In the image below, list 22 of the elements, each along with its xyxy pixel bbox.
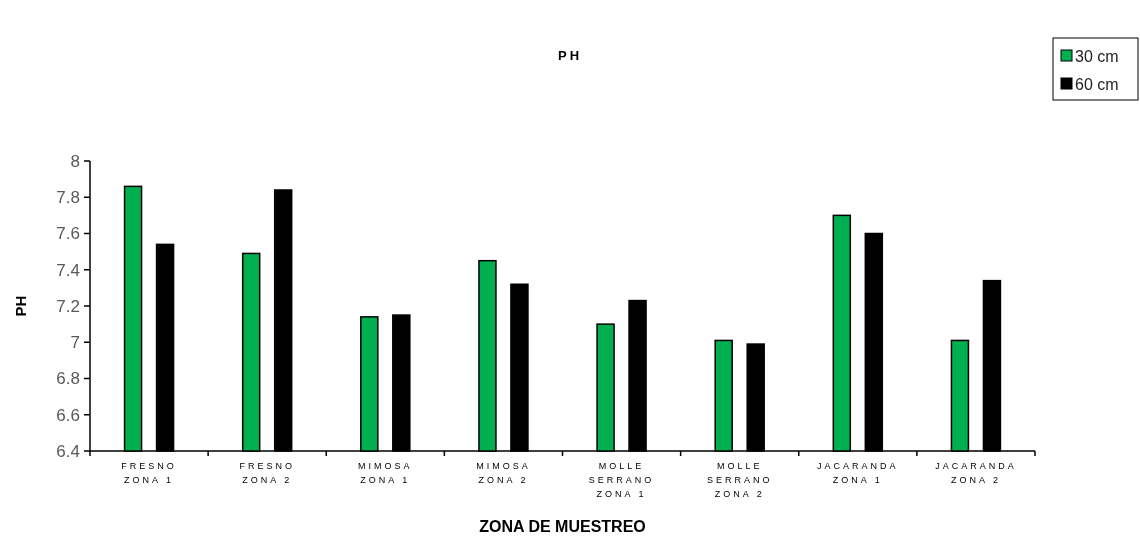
y-tick-label: 7.6 [56, 224, 80, 244]
x-tick-label: MOLLE SERRANO ZONA 1 [588, 461, 655, 499]
y-tick-label: 7 [70, 333, 80, 353]
x-tick-label: JACARANDA ZONA 2 [935, 461, 1017, 485]
y-tick-label: 6.6 [56, 405, 80, 425]
y-tick-label: 6.8 [56, 369, 80, 389]
x-tick-label: MOLLE SERRANO ZONA 2 [706, 461, 773, 499]
x-tick-label: FRESNO ZONA 1 [121, 461, 177, 485]
y-tick-label: 7.2 [56, 296, 80, 316]
chart-title: PH [557, 48, 583, 63]
legend-label: 30 cm [1075, 47, 1119, 65]
x-tick-label: JACARANDA ZONA 1 [817, 461, 899, 485]
y-tick-label: 7.4 [56, 260, 80, 280]
x-tick-label: MIMOSA ZONA 2 [476, 461, 531, 485]
y-tick-label: 8 [70, 151, 80, 171]
x-tick-label: MIMOSA ZONA 1 [358, 461, 413, 485]
y-tick-label: 6.4 [56, 441, 80, 461]
y-tick-label: 7.8 [56, 188, 80, 208]
legend-label: 60 cm [1075, 75, 1119, 93]
x-tick-label: FRESNO ZONA 2 [239, 461, 295, 485]
x-axis-title: ZONA DE MUESTREO [479, 518, 646, 535]
y-axis-title: PH [12, 295, 29, 317]
